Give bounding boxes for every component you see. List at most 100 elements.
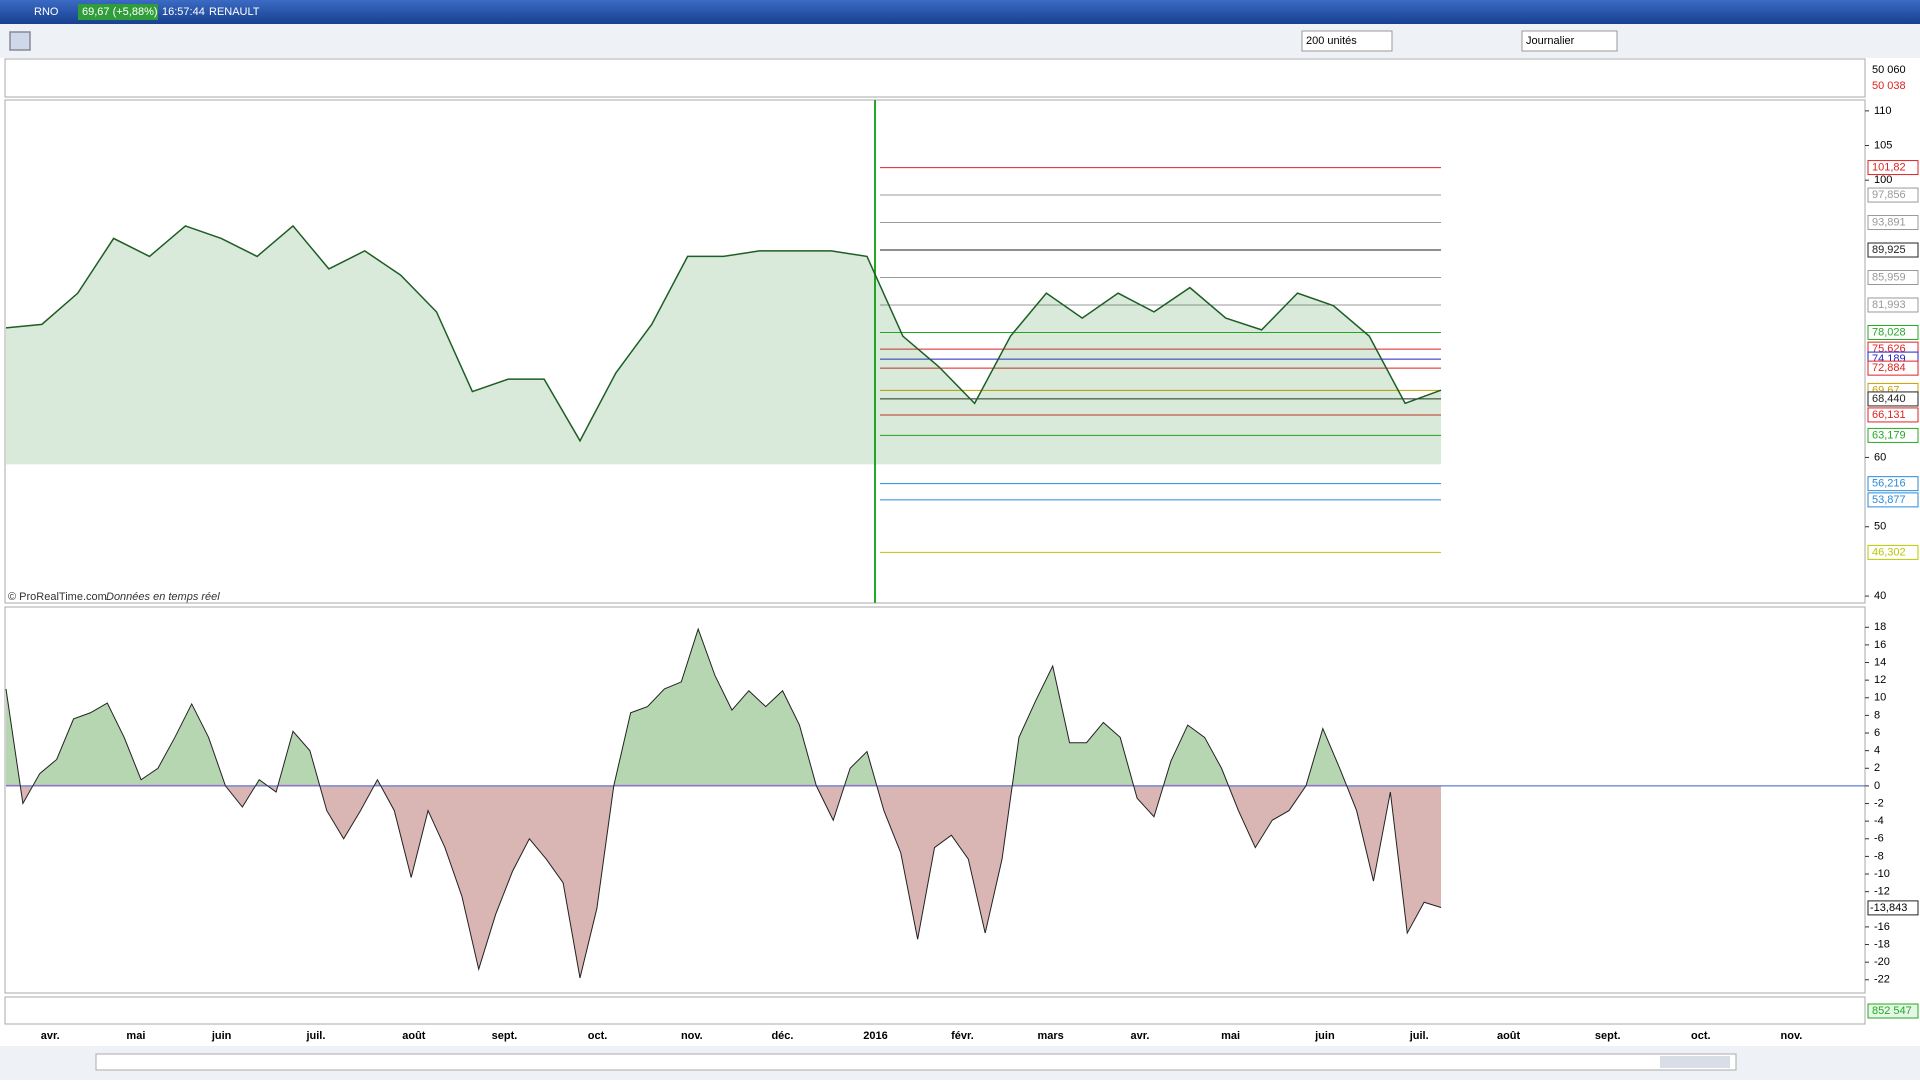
x-tick-label: mai [1221, 1030, 1240, 1042]
y-tick-label: 0 [1874, 780, 1880, 792]
y-tick-label: -6 [1874, 833, 1884, 845]
level-label: 46,302 [1872, 546, 1906, 558]
y-tick-label: -8 [1874, 850, 1884, 862]
y-tick-label: 4 [1874, 745, 1880, 757]
realtime-note: Données en temps réel [106, 591, 220, 603]
level-badge [1867, 391, 1919, 407]
y-tick-label: -12 [1874, 886, 1890, 898]
level-label: 66,131 [1872, 409, 1906, 421]
y-tick-label: -22 [1874, 974, 1890, 986]
clock: 16:57:44 [162, 6, 205, 18]
y-tick-label: 60 [1874, 451, 1886, 463]
price-change: 69,67 (+5,88%) [82, 6, 158, 18]
level-badge [1867, 270, 1919, 286]
x-tick-label: juin [1314, 1030, 1335, 1042]
y-tick-label: -18 [1874, 938, 1890, 950]
scrollbar[interactable] [95, 1053, 1737, 1071]
price-badge [78, 4, 158, 20]
units: 200 unités [1306, 35, 1357, 47]
y-tick-label: -2 [1874, 797, 1884, 809]
y-tick-label: 50 [1874, 521, 1886, 533]
x-tick-label: sept. [1595, 1030, 1621, 1042]
x-tick-label: sept. [492, 1030, 518, 1042]
tools [9, 31, 31, 51]
y-tick-label: 12 [1874, 674, 1886, 686]
y-tick-label: 18 [1874, 621, 1886, 633]
x-tick-label: déc. [771, 1030, 793, 1042]
x-tick-label: avr. [1131, 1030, 1150, 1042]
level-badge [1867, 544, 1919, 560]
level-label: 63,179 [1872, 429, 1906, 441]
volume-panel [4, 996, 1866, 1025]
toolbar [0, 24, 1920, 58]
level-label: 85,959 [1872, 271, 1906, 283]
instrument-name: RENAULT [209, 6, 260, 18]
x-tick-label: 2016 [863, 1030, 887, 1042]
volume-label: 852 547 [1872, 1005, 1912, 1017]
last-badge [1867, 900, 1919, 916]
level-label: 81,993 [1872, 299, 1906, 311]
level-badge [1867, 476, 1919, 492]
y-tick-label: 110 [1874, 105, 1892, 117]
price-panel [4, 99, 1866, 604]
level-badge [1867, 360, 1919, 376]
period-select[interactable] [1521, 30, 1618, 52]
y-tick-label: 6 [1874, 727, 1880, 739]
level-label: 78,028 [1872, 326, 1906, 338]
credit: © ProRealTime.com [8, 591, 107, 603]
x-tick-label: mai [126, 1030, 145, 1042]
level-badge [1867, 297, 1919, 313]
title-bar [0, 0, 1920, 24]
y-tick-label: 40 [1874, 590, 1886, 602]
volume-badge [1867, 1003, 1919, 1019]
units-select[interactable] [1301, 30, 1393, 52]
level-label: 101,82 [1872, 161, 1906, 173]
level-badge [1867, 187, 1919, 203]
close-line [5, 224, 1442, 443]
x-tick-label: mars [1037, 1030, 1063, 1042]
level-label: 93,891 [1872, 216, 1906, 228]
scroll-thumb[interactable] [1660, 1056, 1730, 1068]
level-label: 97,856 [1872, 189, 1906, 201]
y-tick-label: -20 [1874, 956, 1890, 968]
level-badge [1867, 492, 1919, 508]
level-badge [1867, 160, 1919, 176]
level-badge [1867, 242, 1919, 258]
positive-area [6, 629, 1346, 784]
y-tick-label: 16 [1874, 639, 1886, 651]
y-tick-label: -4 [1874, 815, 1884, 827]
x-tick-label: juil. [1409, 1030, 1429, 1042]
y-tick-label: 14 [1874, 656, 1886, 668]
level-label: 53,877 [1872, 494, 1906, 506]
x-tick-label: août [1497, 1030, 1521, 1042]
x-tick-label: nov. [1781, 1030, 1803, 1042]
level-badge [1867, 324, 1919, 340]
x-tick-label: oct. [1691, 1030, 1711, 1042]
level-label: 89,925 [1872, 244, 1906, 256]
x-tick-label: avr. [41, 1030, 60, 1042]
y-tick-label: 10 [1874, 692, 1886, 704]
level-label: 72,884 [1872, 362, 1906, 374]
y-tick-label: 8 [1874, 709, 1880, 721]
last-label: -13,843 [1870, 902, 1907, 914]
level-badge [1867, 407, 1919, 423]
x-tick-label: nov. [681, 1030, 703, 1042]
y-tick-label: -16 [1874, 921, 1890, 933]
close-area [6, 225, 1441, 465]
y-tick-label: 105 [1874, 139, 1892, 151]
mini-panel [4, 58, 1866, 98]
oscillator-line [5, 627, 1442, 979]
mini-label: 50 038 [1872, 80, 1906, 92]
x-tick-label: août [402, 1030, 426, 1042]
level-badge [1867, 215, 1919, 231]
mini-label: 50 060 [1872, 64, 1906, 76]
x-tick-label: oct. [588, 1030, 608, 1042]
y-tick-label: -10 [1874, 868, 1890, 880]
level-badge [1867, 427, 1919, 443]
level-label: 56,216 [1872, 478, 1906, 490]
x-tick-label: févr. [951, 1030, 974, 1042]
y-tick-label: 100 [1874, 174, 1892, 186]
symbol[interactable]: RNO [34, 6, 59, 18]
